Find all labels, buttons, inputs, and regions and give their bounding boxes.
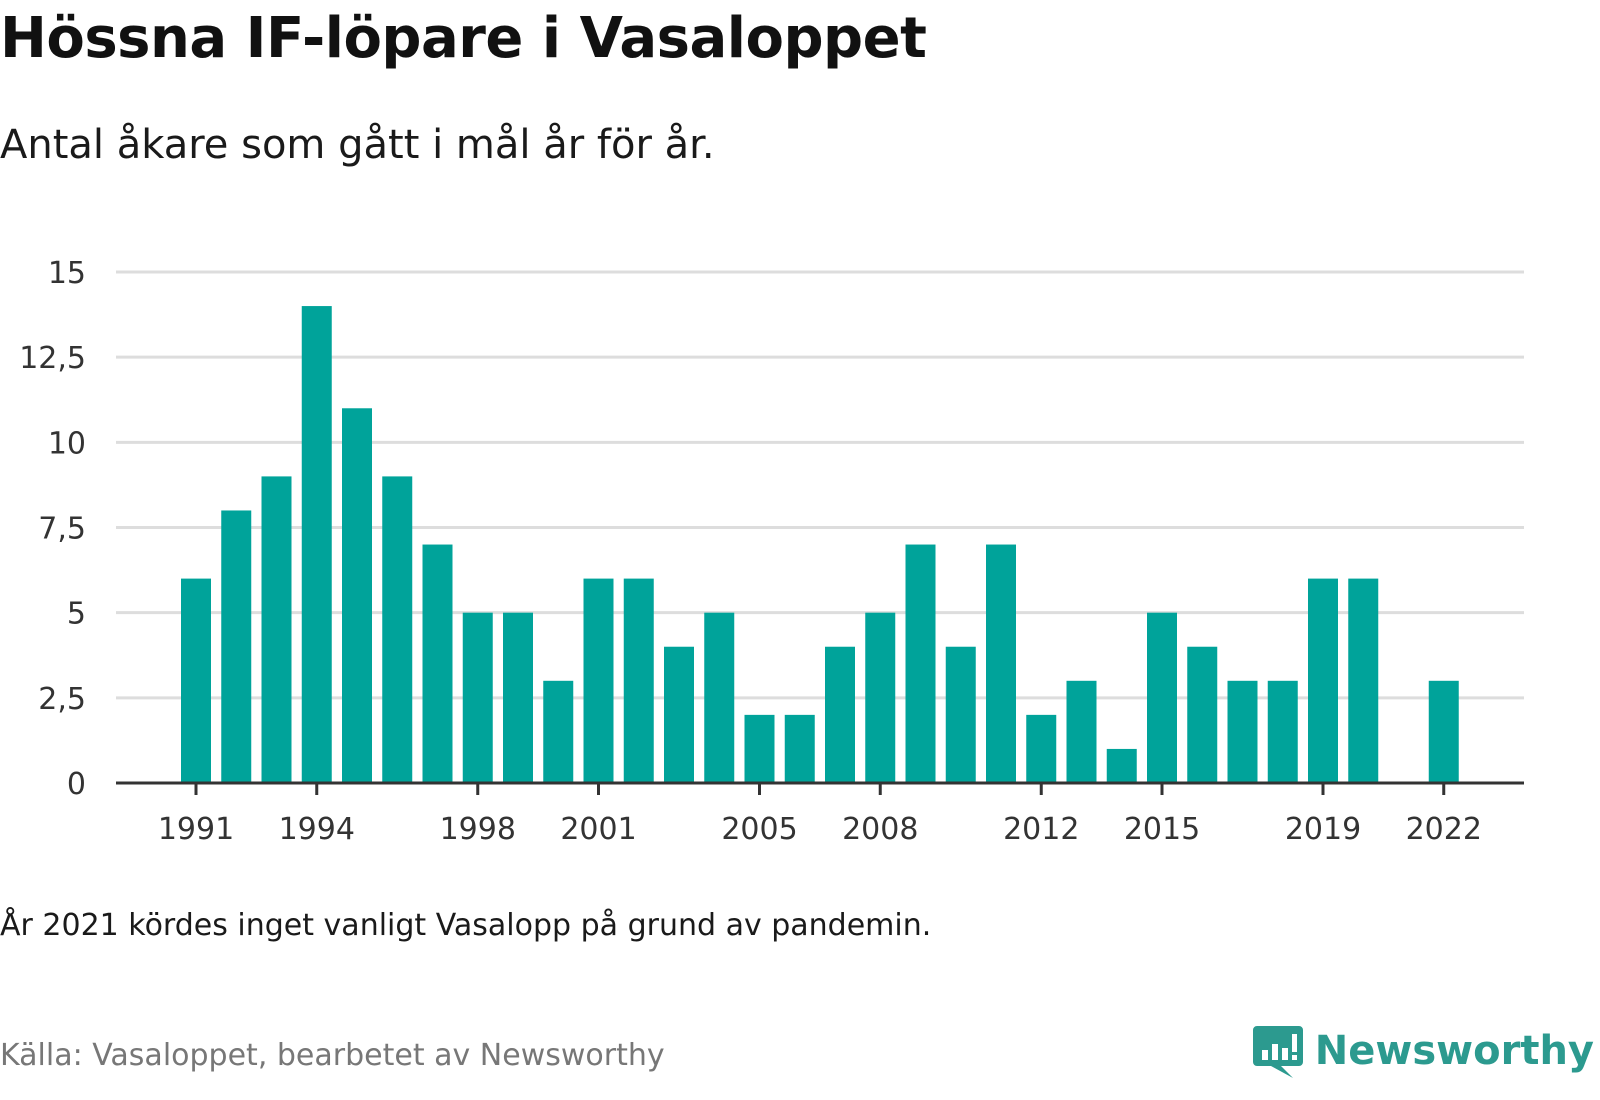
newsworthy-logo-icon bbox=[1252, 1026, 1303, 1078]
bar bbox=[664, 646, 694, 783]
bar bbox=[905, 544, 936, 783]
axes: 0 2,5 5 7,5 10 12,5 15 1991 1994 1998 2001 2005 2008… bbox=[19, 256, 1524, 847]
x-tick-label: 2008 bbox=[842, 812, 918, 847]
bar bbox=[1428, 680, 1459, 783]
bar bbox=[1106, 748, 1137, 783]
bar bbox=[1147, 612, 1177, 783]
bar bbox=[1066, 680, 1097, 783]
y-tick-label: 15 bbox=[48, 256, 86, 291]
bar bbox=[865, 612, 896, 783]
x-tick-label: 2022 bbox=[1406, 812, 1482, 847]
bar bbox=[986, 544, 1016, 783]
bar bbox=[342, 408, 372, 783]
brand-logo: Newsworthy bbox=[1251, 1022, 1594, 1080]
bar bbox=[181, 578, 211, 783]
brand-name: Newsworthy bbox=[1314, 1028, 1594, 1074]
chart-title: Hössna IF-löpare i Vasaloppet bbox=[0, 6, 927, 71]
bar bbox=[422, 544, 453, 783]
x-tick-label: 2005 bbox=[721, 812, 797, 847]
bar bbox=[301, 306, 332, 783]
y-tick-label: 0 bbox=[67, 767, 86, 802]
source-text: Källa: Vasaloppet, bearbetet av Newswort… bbox=[0, 1038, 665, 1073]
x-tick-label: 1994 bbox=[279, 812, 355, 847]
x-tick-label: 2015 bbox=[1124, 812, 1200, 847]
bar bbox=[1026, 714, 1057, 783]
bar bbox=[462, 612, 493, 783]
y-tick-label: 7,5 bbox=[38, 512, 86, 547]
bar bbox=[1187, 646, 1218, 783]
bar bbox=[825, 646, 855, 783]
bar bbox=[1267, 680, 1298, 783]
bar bbox=[623, 578, 654, 783]
x-tick-label: 2019 bbox=[1285, 812, 1361, 847]
bar bbox=[1308, 578, 1338, 783]
bar bbox=[784, 714, 815, 783]
chart-subtitle: Antal åkare som gått i mål år för år. bbox=[0, 122, 715, 168]
bar bbox=[382, 476, 413, 783]
x-tick-label: 2012 bbox=[1003, 812, 1079, 847]
bar bbox=[1348, 578, 1379, 783]
y-tick-label: 2,5 bbox=[38, 682, 86, 717]
bar bbox=[1227, 680, 1258, 783]
x-tick-label: 1991 bbox=[158, 812, 234, 847]
x-tick-label: 1998 bbox=[440, 812, 516, 847]
bar bbox=[503, 612, 533, 783]
bar bbox=[543, 680, 574, 783]
bars bbox=[181, 306, 1459, 783]
bar bbox=[945, 646, 976, 783]
x-tick-label: 2001 bbox=[560, 812, 636, 847]
y-tick-label: 10 bbox=[48, 426, 86, 461]
bar bbox=[261, 476, 292, 783]
bar bbox=[583, 578, 614, 783]
bar bbox=[704, 612, 735, 783]
bar bbox=[221, 510, 252, 783]
y-tick-label: 12,5 bbox=[19, 341, 86, 376]
footnote: År 2021 kördes inget vanligt Vasalopp på… bbox=[0, 908, 932, 943]
y-tick-label: 5 bbox=[67, 597, 86, 632]
bar-chart: 0 2,5 5 7,5 10 12,5 15 1991 1994 1998 2001 2005 2008… bbox=[19, 256, 1524, 847]
bar bbox=[744, 714, 775, 783]
